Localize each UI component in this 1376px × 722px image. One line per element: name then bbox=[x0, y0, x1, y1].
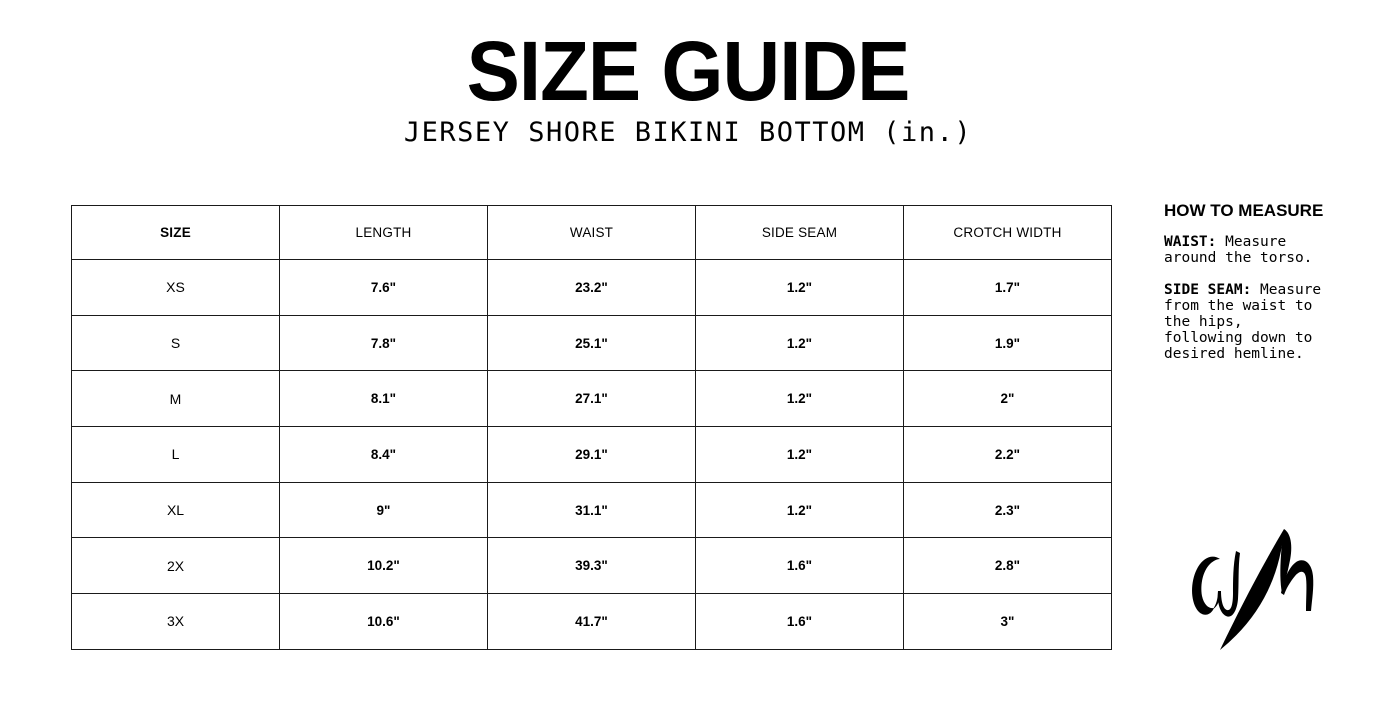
cell-length: 7.8" bbox=[279, 314, 488, 372]
cell-side-seam: 1.2" bbox=[695, 481, 904, 539]
cell-waist: 39.3" bbox=[487, 537, 696, 595]
column-header-length: LENGTH bbox=[279, 205, 488, 260]
cell-waist: 31.1" bbox=[487, 481, 696, 539]
cell-side-seam: 1.2" bbox=[695, 426, 904, 483]
table-row: S 7.8" 25.1" 1.2" 1.9" bbox=[71, 314, 1112, 372]
cell-length: 8.4" bbox=[279, 426, 488, 483]
cell-size: XS bbox=[71, 259, 280, 316]
size-guide-header: SIZE GUIDE JERSEY SHORE BIKINI BOTTOM (i… bbox=[0, 0, 1376, 148]
cell-crotch-width: 1.7" bbox=[903, 259, 1112, 316]
page-title: SIZE GUIDE bbox=[466, 24, 911, 118]
cell-waist: 23.2" bbox=[487, 259, 696, 316]
cell-crotch-width: 2.3" bbox=[903, 481, 1112, 539]
measure-label-side-seam: SIDE SEAM: bbox=[1164, 281, 1252, 298]
table-row: XS 7.6" 23.2" 1.2" 1.7" bbox=[71, 259, 1112, 316]
cell-crotch-width: 2" bbox=[903, 370, 1112, 428]
table-row: M 8.1" 27.1" 1.2" 2" bbox=[71, 370, 1112, 428]
cell-side-seam: 1.2" bbox=[695, 314, 904, 372]
cell-size: 2X bbox=[71, 537, 280, 595]
cell-waist: 25.1" bbox=[487, 314, 696, 372]
cell-crotch-width: 2.2" bbox=[903, 426, 1112, 483]
brand-logo-icon bbox=[1180, 513, 1330, 663]
cell-size: 3X bbox=[71, 593, 280, 650]
measure-text-waist: Measure around the torso. bbox=[1164, 233, 1313, 266]
cell-length: 10.6" bbox=[279, 593, 488, 650]
measure-label-waist: WAIST: bbox=[1164, 233, 1217, 250]
table-row: L 8.4" 29.1" 1.2" 2.2" bbox=[71, 426, 1112, 483]
cell-length: 9" bbox=[279, 481, 488, 539]
cell-size: S bbox=[71, 314, 280, 372]
size-chart-table: SIZE LENGTH WAIST SIDE SEAM CROTCH WIDTH… bbox=[71, 205, 1112, 650]
cell-size: L bbox=[71, 426, 280, 483]
table-row: XL 9" 31.1" 1.2" 2.3" bbox=[71, 481, 1112, 539]
how-to-measure-heading: HOW TO MEASURE bbox=[1164, 201, 1324, 220]
column-header-waist: WAIST bbox=[487, 205, 696, 260]
cell-length: 10.2" bbox=[279, 537, 488, 595]
column-header-side-seam: SIDE SEAM bbox=[695, 205, 904, 260]
page-subtitle: JERSEY SHORE BIKINI BOTTOM (in.) bbox=[403, 117, 973, 148]
table-row: 2X 10.2" 39.3" 1.6" 2.8" bbox=[71, 537, 1112, 595]
measure-item-side-seam: SIDE SEAM: Measure from the waist to the… bbox=[1164, 282, 1327, 362]
cell-side-seam: 1.6" bbox=[695, 537, 904, 595]
cell-side-seam: 1.2" bbox=[695, 259, 904, 316]
cell-waist: 41.7" bbox=[487, 593, 696, 650]
measure-item-waist: WAIST: Measure around the torso. bbox=[1164, 234, 1327, 266]
table-row: 3X 10.6" 41.7" 1.6" 3" bbox=[71, 593, 1112, 650]
column-header-crotch-width: CROTCH WIDTH bbox=[903, 205, 1112, 260]
cell-waist: 29.1" bbox=[487, 426, 696, 483]
cell-length: 7.6" bbox=[279, 259, 488, 316]
column-header-size: SIZE bbox=[71, 205, 280, 260]
cell-size: M bbox=[71, 370, 280, 428]
measure-text-side-seam: Measure from the waist to the hips, foll… bbox=[1164, 281, 1322, 362]
cell-crotch-width: 1.9" bbox=[903, 314, 1112, 372]
cell-side-seam: 1.6" bbox=[695, 593, 904, 650]
cell-side-seam: 1.2" bbox=[695, 370, 904, 428]
cell-length: 8.1" bbox=[279, 370, 488, 428]
cell-crotch-width: 3" bbox=[903, 593, 1112, 650]
how-to-measure-section: HOW TO MEASURE WAIST: Measure around the… bbox=[1164, 201, 1327, 378]
table-header-row: SIZE LENGTH WAIST SIDE SEAM CROTCH WIDTH bbox=[71, 205, 1112, 260]
cell-waist: 27.1" bbox=[487, 370, 696, 428]
cell-crotch-width: 2.8" bbox=[903, 537, 1112, 595]
cell-size: XL bbox=[71, 481, 280, 539]
